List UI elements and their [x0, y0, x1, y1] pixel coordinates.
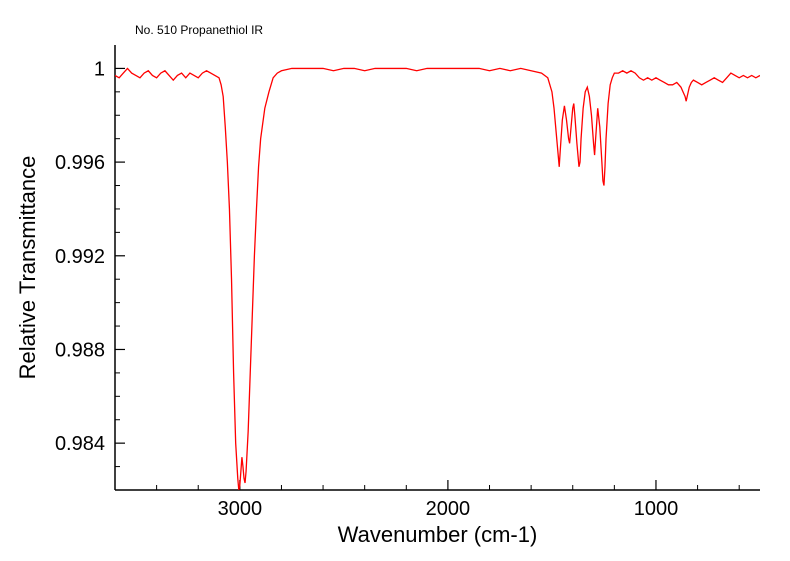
y-tick-label: 0.984: [55, 433, 105, 455]
y-tick-label: 0.992: [55, 246, 105, 268]
ir-spectrum-chart: No. 510 Propanethiol IR 0.984 0.988 0.992 0.…: [0, 0, 790, 561]
x-axis-label: Wavenumber (cm-1): [338, 522, 538, 547]
plot-area: [115, 68, 760, 490]
y-axis-label: Relative Transmittance: [15, 156, 40, 380]
y-tick-label: 1: [94, 58, 105, 80]
x-tick-label: 2000: [426, 498, 471, 520]
x-tick-label: 3000: [218, 498, 263, 520]
y-tick-label: 0.988: [55, 339, 105, 361]
y-tick-label: 0.996: [55, 152, 105, 174]
spectrum-line: [115, 68, 760, 490]
x-tick-label: 1000: [634, 498, 679, 520]
chart-svg: No. 510 Propanethiol IR 0.984 0.988 0.992 0.…: [0, 0, 790, 561]
chart-title: No. 510 Propanethiol IR: [135, 23, 263, 37]
